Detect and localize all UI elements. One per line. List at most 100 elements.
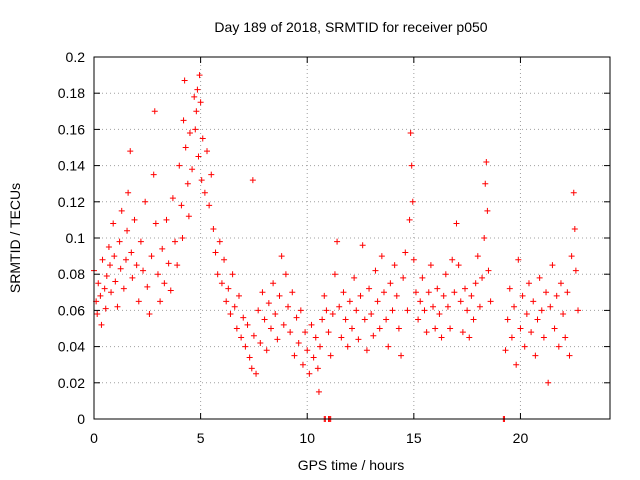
data-point: [395, 325, 402, 332]
data-point: [112, 278, 119, 285]
data-point: [124, 227, 131, 234]
data-point: [184, 180, 191, 187]
data-point: [545, 379, 552, 386]
data-point: [523, 311, 530, 318]
data-point: [355, 336, 362, 343]
data-point: [363, 347, 370, 354]
data-point: [212, 249, 219, 256]
data-point: [438, 334, 445, 341]
data-point: [201, 189, 208, 196]
data-point: [291, 352, 298, 359]
data-point: [485, 267, 492, 274]
axis-ticks: 0 0.02 0.04 0.06 0.08 0.1 0.12 0.14 0.16 0.18 0.2 0…: [58, 49, 610, 446]
data-point: [468, 292, 475, 299]
data-point: [146, 311, 153, 318]
data-point: [259, 289, 266, 296]
data-point: [551, 325, 558, 332]
data-point: [349, 325, 355, 332]
data-point: [470, 316, 477, 323]
data-point: [419, 274, 426, 281]
data-point: [122, 256, 129, 263]
data-point: [114, 303, 121, 310]
data-point: [508, 334, 515, 341]
data-point: [94, 311, 101, 318]
data-point: [389, 307, 396, 314]
data-point: [449, 256, 456, 263]
data-point: [137, 238, 144, 245]
data-point: [193, 108, 200, 115]
y-tick-label: 0.12: [58, 194, 85, 210]
data-point: [410, 256, 417, 263]
data-point: [406, 216, 413, 223]
data-point: [159, 245, 166, 252]
data-point: [417, 298, 424, 305]
data-point: [474, 253, 481, 260]
data-point: [344, 343, 351, 350]
data-point: [191, 93, 198, 100]
data-point: [553, 292, 560, 299]
data-point: [555, 343, 562, 350]
data-point: [502, 347, 509, 354]
data-point: [536, 274, 543, 281]
data-point: [393, 292, 400, 299]
data-point: [261, 316, 268, 323]
data-point: [135, 298, 142, 305]
data-point: [242, 343, 249, 350]
data-point: [299, 361, 306, 368]
data-point: [246, 354, 253, 361]
x-tick-label: 15: [406, 430, 422, 446]
data-point: [427, 262, 434, 269]
data-point: [466, 334, 473, 341]
data-point: [391, 262, 398, 269]
data-point: [560, 311, 567, 318]
x-axis-label: GPS time / hours: [298, 457, 405, 473]
data-point: [297, 307, 304, 314]
data-point: [317, 343, 324, 350]
data-point: [572, 267, 579, 274]
data-point: [366, 285, 373, 292]
data-point: [547, 303, 554, 310]
data-point: [208, 171, 215, 178]
x-tick-label: 0: [90, 430, 98, 446]
data-point: [453, 220, 460, 227]
data-point: [221, 256, 228, 263]
data-point: [408, 162, 415, 169]
data-point: [423, 329, 430, 336]
data-point: [329, 311, 336, 318]
data-point: [280, 321, 287, 328]
data-point: [95, 280, 102, 287]
data-point: [118, 207, 125, 214]
data-point: [432, 325, 439, 332]
data-point: [140, 267, 147, 274]
data-point: [543, 289, 550, 296]
data-point: [351, 274, 358, 281]
data-point: [196, 72, 203, 79]
data-point: [128, 249, 135, 256]
data-point: [210, 225, 217, 232]
data-point: [131, 216, 138, 223]
data-point: [308, 321, 315, 328]
data-point: [482, 180, 489, 187]
data-point: [192, 126, 199, 133]
data-point: [248, 365, 255, 372]
data-point: [549, 262, 556, 269]
data-point: [198, 177, 205, 184]
data-point: [440, 292, 447, 299]
data-points: [91, 72, 582, 422]
data-point: [404, 307, 411, 314]
data-point: [476, 303, 483, 310]
data-point: [380, 289, 387, 296]
data-point: [216, 238, 223, 245]
data-point: [272, 311, 279, 318]
data-point: [265, 300, 272, 307]
data-point: [229, 271, 236, 278]
data-point: [282, 271, 289, 278]
data-point: [557, 280, 564, 287]
data-point: [530, 298, 537, 305]
data-point: [157, 298, 164, 305]
data-point: [515, 256, 522, 263]
data-point: [102, 305, 109, 312]
data-point: [110, 220, 117, 227]
data-point: [434, 285, 441, 292]
data-point: [214, 271, 221, 278]
